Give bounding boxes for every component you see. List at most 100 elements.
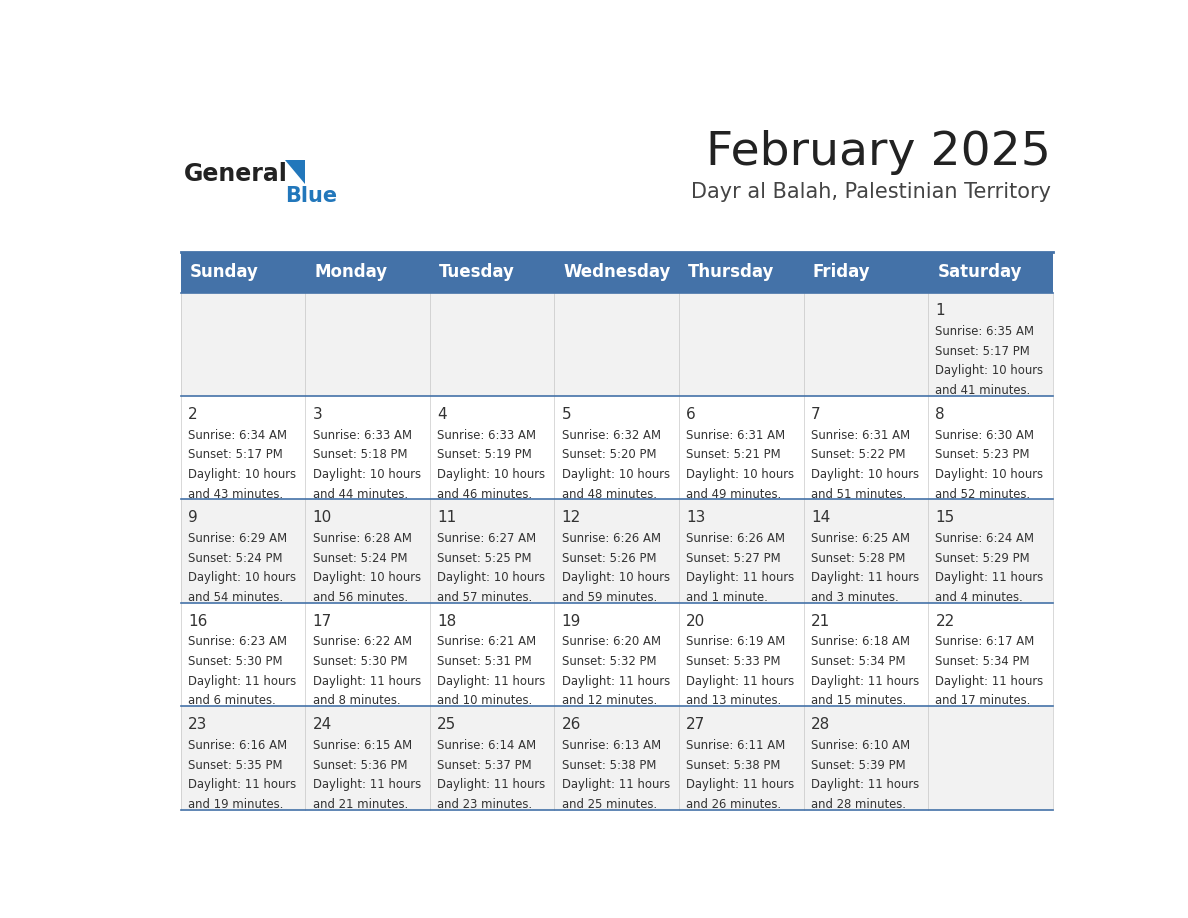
Text: 9: 9 — [188, 510, 198, 525]
Text: 17: 17 — [312, 613, 331, 629]
Text: Sunset: 5:23 PM: Sunset: 5:23 PM — [935, 448, 1030, 461]
Text: Sunset: 5:27 PM: Sunset: 5:27 PM — [687, 552, 781, 565]
Text: 3: 3 — [312, 407, 322, 421]
Text: Daylight: 10 hours: Daylight: 10 hours — [687, 468, 795, 481]
Text: 26: 26 — [562, 717, 581, 732]
Text: 19: 19 — [562, 613, 581, 629]
Text: 10: 10 — [312, 510, 331, 525]
Text: Daylight: 11 hours: Daylight: 11 hours — [312, 675, 421, 688]
Text: Daylight: 10 hours: Daylight: 10 hours — [437, 468, 545, 481]
Text: Sunset: 5:17 PM: Sunset: 5:17 PM — [188, 448, 283, 461]
Text: Thursday: Thursday — [688, 263, 775, 281]
Text: Daylight: 10 hours: Daylight: 10 hours — [562, 468, 670, 481]
Text: and 54 minutes.: and 54 minutes. — [188, 591, 283, 604]
Text: 25: 25 — [437, 717, 456, 732]
Text: and 21 minutes.: and 21 minutes. — [312, 798, 407, 811]
Text: Blue: Blue — [285, 186, 337, 207]
Text: Sunset: 5:20 PM: Sunset: 5:20 PM — [562, 448, 656, 461]
Text: Sunset: 5:22 PM: Sunset: 5:22 PM — [811, 448, 905, 461]
Text: and 4 minutes.: and 4 minutes. — [935, 591, 1023, 604]
Text: Sunset: 5:30 PM: Sunset: 5:30 PM — [312, 655, 407, 668]
Text: Sunrise: 6:23 AM: Sunrise: 6:23 AM — [188, 635, 287, 648]
Text: 24: 24 — [312, 717, 331, 732]
Text: Sunset: 5:36 PM: Sunset: 5:36 PM — [312, 758, 407, 772]
Text: Sunrise: 6:29 AM: Sunrise: 6:29 AM — [188, 532, 287, 545]
Text: and 57 minutes.: and 57 minutes. — [437, 591, 532, 604]
Text: Sunrise: 6:30 AM: Sunrise: 6:30 AM — [935, 429, 1035, 442]
Text: Sunrise: 6:11 AM: Sunrise: 6:11 AM — [687, 739, 785, 752]
Text: 15: 15 — [935, 510, 955, 525]
Text: Sunrise: 6:31 AM: Sunrise: 6:31 AM — [811, 429, 910, 442]
Text: and 3 minutes.: and 3 minutes. — [811, 591, 898, 604]
Text: and 28 minutes.: and 28 minutes. — [811, 798, 906, 811]
Text: Daylight: 11 hours: Daylight: 11 hours — [811, 571, 920, 585]
Text: and 23 minutes.: and 23 minutes. — [437, 798, 532, 811]
Text: Daylight: 11 hours: Daylight: 11 hours — [437, 778, 545, 791]
Text: and 25 minutes.: and 25 minutes. — [562, 798, 657, 811]
Text: Sunset: 5:39 PM: Sunset: 5:39 PM — [811, 758, 905, 772]
Text: Daylight: 11 hours: Daylight: 11 hours — [562, 675, 670, 688]
Text: and 41 minutes.: and 41 minutes. — [935, 384, 1031, 397]
Text: Sunset: 5:17 PM: Sunset: 5:17 PM — [935, 344, 1030, 358]
Text: Sunset: 5:34 PM: Sunset: 5:34 PM — [811, 655, 905, 668]
Text: Daylight: 10 hours: Daylight: 10 hours — [811, 468, 918, 481]
Text: Sunset: 5:28 PM: Sunset: 5:28 PM — [811, 552, 905, 565]
Bar — [181, 603, 1053, 707]
Text: Sunset: 5:25 PM: Sunset: 5:25 PM — [437, 552, 532, 565]
Text: Daylight: 11 hours: Daylight: 11 hours — [188, 778, 296, 791]
Text: Daylight: 11 hours: Daylight: 11 hours — [437, 675, 545, 688]
Text: and 15 minutes.: and 15 minutes. — [811, 695, 906, 708]
Text: Sunset: 5:26 PM: Sunset: 5:26 PM — [562, 552, 656, 565]
Text: 4: 4 — [437, 407, 447, 421]
Text: Sunset: 5:38 PM: Sunset: 5:38 PM — [562, 758, 656, 772]
Text: Sunset: 5:35 PM: Sunset: 5:35 PM — [188, 758, 283, 772]
Text: and 59 minutes.: and 59 minutes. — [562, 591, 657, 604]
Text: Sunrise: 6:32 AM: Sunrise: 6:32 AM — [562, 429, 661, 442]
Text: Sunrise: 6:10 AM: Sunrise: 6:10 AM — [811, 739, 910, 752]
Text: and 13 minutes.: and 13 minutes. — [687, 695, 782, 708]
Text: 21: 21 — [811, 613, 830, 629]
Text: Tuesday: Tuesday — [440, 263, 514, 281]
Text: 12: 12 — [562, 510, 581, 525]
Text: Sunrise: 6:24 AM: Sunrise: 6:24 AM — [935, 532, 1035, 545]
Text: 20: 20 — [687, 613, 706, 629]
Text: Sunrise: 6:17 AM: Sunrise: 6:17 AM — [935, 635, 1035, 648]
Text: Sunset: 5:30 PM: Sunset: 5:30 PM — [188, 655, 283, 668]
Text: Sunset: 5:34 PM: Sunset: 5:34 PM — [935, 655, 1030, 668]
Text: and 17 minutes.: and 17 minutes. — [935, 695, 1031, 708]
Polygon shape — [285, 160, 305, 185]
Text: Daylight: 11 hours: Daylight: 11 hours — [811, 778, 920, 791]
Text: Sunset: 5:24 PM: Sunset: 5:24 PM — [312, 552, 407, 565]
Text: Sunrise: 6:20 AM: Sunrise: 6:20 AM — [562, 635, 661, 648]
Text: 2: 2 — [188, 407, 197, 421]
Text: Sunset: 5:37 PM: Sunset: 5:37 PM — [437, 758, 532, 772]
Text: Sunset: 5:19 PM: Sunset: 5:19 PM — [437, 448, 532, 461]
Text: General: General — [183, 162, 287, 185]
Text: and 10 minutes.: and 10 minutes. — [437, 695, 532, 708]
Text: 13: 13 — [687, 510, 706, 525]
Text: Daylight: 10 hours: Daylight: 10 hours — [188, 571, 296, 585]
Text: Daylight: 10 hours: Daylight: 10 hours — [312, 571, 421, 585]
Text: 8: 8 — [935, 407, 946, 421]
Text: and 26 minutes.: and 26 minutes. — [687, 798, 782, 811]
Text: Monday: Monday — [315, 263, 387, 281]
Text: Daylight: 10 hours: Daylight: 10 hours — [935, 468, 1043, 481]
Text: Sunset: 5:32 PM: Sunset: 5:32 PM — [562, 655, 656, 668]
Text: 6: 6 — [687, 407, 696, 421]
Text: Sunset: 5:33 PM: Sunset: 5:33 PM — [687, 655, 781, 668]
Text: Sunrise: 6:15 AM: Sunrise: 6:15 AM — [312, 739, 412, 752]
Text: Sunrise: 6:31 AM: Sunrise: 6:31 AM — [687, 429, 785, 442]
Text: Sunrise: 6:13 AM: Sunrise: 6:13 AM — [562, 739, 661, 752]
Text: Daylight: 11 hours: Daylight: 11 hours — [811, 675, 920, 688]
Text: Daylight: 10 hours: Daylight: 10 hours — [437, 571, 545, 585]
Bar — [181, 499, 1053, 603]
Text: Saturday: Saturday — [937, 263, 1022, 281]
Text: Daylight: 11 hours: Daylight: 11 hours — [562, 778, 670, 791]
Text: 23: 23 — [188, 717, 208, 732]
Text: Sunset: 5:38 PM: Sunset: 5:38 PM — [687, 758, 781, 772]
Text: Sunrise: 6:16 AM: Sunrise: 6:16 AM — [188, 739, 287, 752]
Text: 7: 7 — [811, 407, 821, 421]
Text: Daylight: 11 hours: Daylight: 11 hours — [312, 778, 421, 791]
Text: Daylight: 11 hours: Daylight: 11 hours — [935, 571, 1043, 585]
Text: 1: 1 — [935, 303, 946, 319]
